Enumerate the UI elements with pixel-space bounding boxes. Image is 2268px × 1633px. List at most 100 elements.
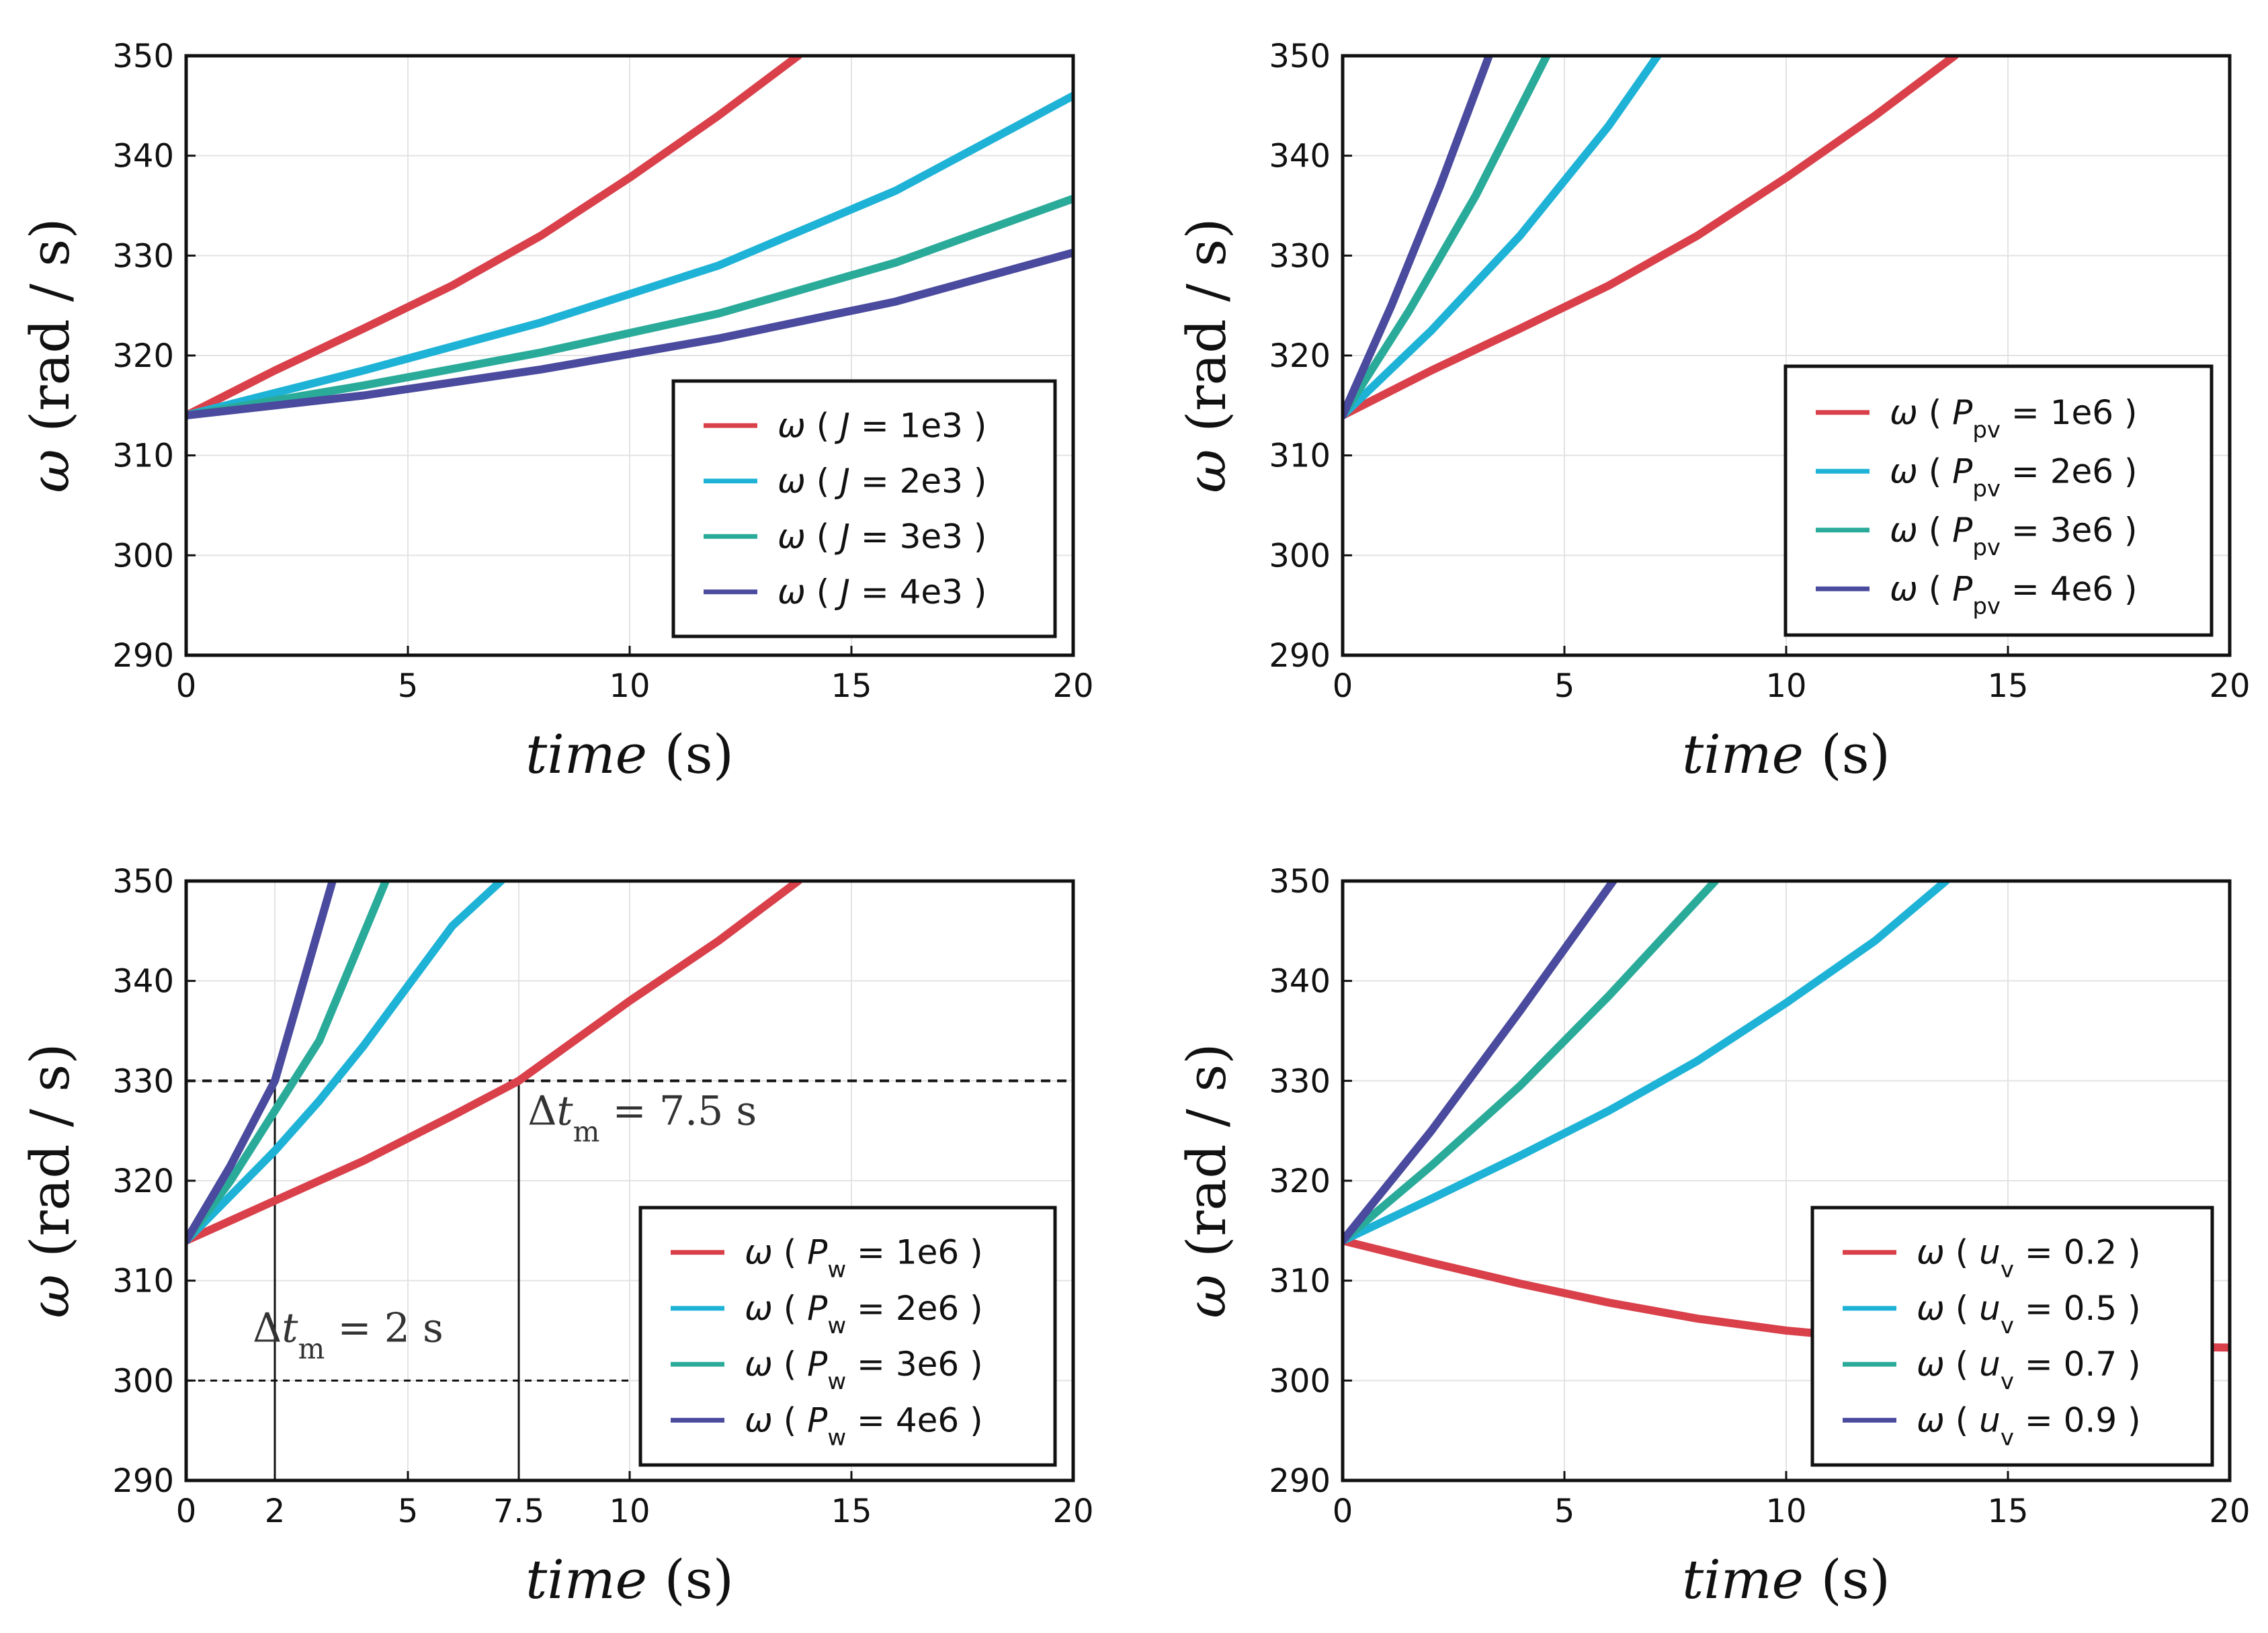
legend-label-3: ω ( Pw = 3e6 ) (745, 1345, 983, 1395)
legend-symbol: ω (778, 406, 806, 445)
x-axis-unit: (s) (1804, 1548, 1890, 1611)
legend-sub: w (827, 1257, 846, 1284)
legend-close: ) (959, 1233, 982, 1272)
y-tick-label: 310 (1269, 437, 1331, 475)
series-line-4 (186, 248, 1073, 420)
y-tick-label: 300 (112, 1362, 174, 1400)
legend-symbol: ω (1917, 1233, 1945, 1272)
x-tick-label: 20 (2209, 667, 2250, 705)
legend-close: ) (959, 1289, 982, 1328)
legend-param: P (807, 1345, 828, 1384)
y-tick-label: 320 (1269, 337, 1331, 375)
legend-value: = 4e3 (850, 573, 963, 612)
series-line-4 (1343, 881, 1618, 1245)
legend-label-4: ω ( uv = 0.9 ) (1917, 1400, 2141, 1451)
x-tick-label: 0 (176, 1493, 197, 1530)
x-tick-label: 0 (176, 667, 197, 705)
chart-panel-2: 0 5 10 15 20 290 300 310 320 330 340 350 time (s) ω (… (1175, 38, 2251, 786)
legend-open: ( (773, 1289, 807, 1328)
x-axis-var: time (1682, 1548, 1804, 1611)
y-tick-label: 310 (1269, 1263, 1331, 1300)
legend-param: P (1952, 393, 1973, 432)
y-axis-var: ω (1175, 1274, 1238, 1318)
legend-open: ( (1918, 569, 1952, 608)
legend-sub: pv (1972, 593, 2001, 620)
legend-label-3: ω ( Ppv = 3e6 ) (1890, 511, 2138, 561)
x-tick-label: 15 (831, 1493, 872, 1530)
y-axis-unit: (rad / s) (1175, 1043, 1238, 1274)
legend-symbol: ω (1890, 393, 1918, 432)
x-tick-label: 20 (2209, 1493, 2250, 1530)
legend-open: ( (1918, 393, 1952, 432)
y-tick-label: 310 (112, 437, 174, 475)
x-axis-label: time (s) (1682, 723, 1890, 786)
series-line-3 (1343, 881, 1720, 1245)
legend-symbol: ω (745, 1400, 773, 1439)
y-tick-label: 340 (1269, 138, 1331, 175)
x-tick-label: 0 (1333, 667, 1353, 705)
legend-open: ( (773, 1400, 807, 1439)
y-tick-label: 340 (112, 963, 174, 1001)
x-axis-var: time (1682, 723, 1804, 786)
y-tick-label: 300 (1269, 1362, 1331, 1400)
legend-value: = 3e6 (2001, 511, 2113, 550)
legend-close: ) (959, 1400, 982, 1439)
annotation-delta: Δ (253, 1304, 282, 1351)
series-line-2 (186, 91, 1073, 420)
annotation-label-2: Δtm = 2 s (253, 1304, 444, 1365)
annotation-sub: m (298, 1332, 325, 1365)
x-tick-label: 20 (1052, 667, 1093, 705)
legend-symbol: ω (778, 462, 806, 501)
legend-label-1: ω ( Ppv = 1e6 ) (1890, 393, 2138, 444)
x-tick-label: 5 (1554, 1493, 1575, 1530)
x-tick-label: 10 (1765, 667, 1806, 705)
y-axis-label: ω (rad / s) (1175, 1043, 1238, 1318)
y-tick-label: 350 (112, 863, 174, 901)
legend-close: ) (2117, 1400, 2140, 1439)
legend-close: ) (959, 1345, 982, 1384)
x-axis-unit: (s) (647, 1548, 734, 1611)
y-tick-label: 300 (112, 537, 174, 575)
x-tick-label: 10 (609, 1493, 650, 1530)
y-tick-label: 290 (112, 637, 174, 675)
legend-value: = 1e3 (850, 406, 963, 445)
legend-value: = 4e6 (846, 1400, 959, 1439)
x-tick-label: 5 (1554, 667, 1575, 705)
legend-param: P (1952, 452, 1973, 491)
y-tick-label: 300 (1269, 537, 1331, 575)
legend-open: ( (1945, 1345, 1979, 1384)
chart-panel-1: 0 5 10 15 20 290 300 310 320 330 340 350 time (s) ω (… (19, 38, 1094, 786)
x-tick-label: 10 (1765, 1493, 1806, 1530)
x-tick-label: 0 (1333, 1493, 1353, 1530)
legend-sub: w (827, 1368, 846, 1395)
legend-symbol: ω (745, 1233, 773, 1272)
legend-close: ) (2113, 511, 2137, 550)
series-group (1343, 56, 1959, 420)
legend-symbol: ω (1890, 511, 1918, 550)
legend-close: ) (963, 462, 986, 501)
legend-value: = 2e6 (846, 1289, 959, 1328)
y-tick-label: 350 (1269, 863, 1331, 901)
legend-close: ) (2117, 1289, 2140, 1328)
y-axis-var: ω (19, 449, 81, 493)
legend-symbol: ω (778, 517, 806, 556)
annotation-value: = 2 s (325, 1304, 443, 1351)
y-tick-label: 330 (112, 1062, 174, 1100)
legend-close: ) (2113, 452, 2137, 491)
x-tick-label: 2 (265, 1493, 286, 1530)
y-tick-label: 290 (112, 1462, 174, 1500)
legend-open: ( (1945, 1400, 1979, 1439)
legend-label-4: ω ( Ppv = 4e6 ) (1890, 569, 2138, 620)
legend-sub: v (2001, 1424, 2014, 1451)
legend-open: ( (773, 1233, 807, 1272)
legend: ω ( Pw = 1e6 )ω ( Pw = 2e6 )ω ( Pw = 3e6… (638, 1206, 1057, 1467)
legend-open: ( (1945, 1233, 1979, 1272)
legend-value: = 2e3 (850, 462, 963, 501)
y-tick-label: 320 (1269, 1163, 1331, 1200)
legend-label-1: ω ( Pw = 1e6 ) (745, 1233, 983, 1284)
annotation-var: t (282, 1304, 298, 1351)
series-line-1 (186, 881, 802, 1245)
x-tick-label: 20 (1052, 1493, 1093, 1530)
y-tick-label: 340 (1269, 963, 1331, 1001)
